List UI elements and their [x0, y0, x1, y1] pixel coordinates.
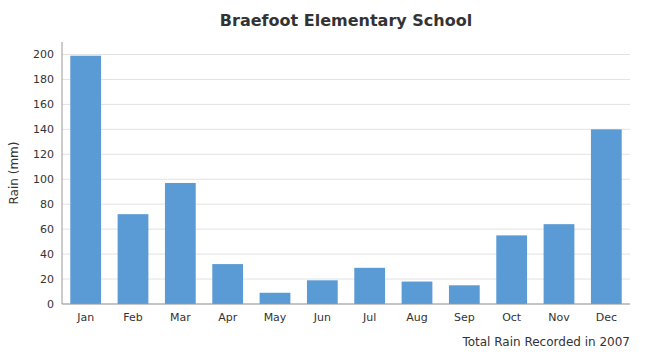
- y-tick-labels: 0 20 40 60 80 100 120 140 160 180 200: [33, 48, 54, 311]
- bars: [70, 56, 621, 304]
- grid-line: [62, 54, 630, 55]
- bar: [307, 280, 338, 304]
- x-tick-label: Jun: [313, 311, 331, 324]
- x-tick-label: Mar: [170, 311, 191, 324]
- y-axis-line: [62, 42, 63, 304]
- x-tick-label: Aug: [406, 311, 427, 324]
- x-tick-labels: Jan Feb Mar Apr May Jun Jul Aug Sep Oct Nov Dec: [76, 311, 617, 324]
- y-tick-label: 20: [40, 273, 54, 286]
- y-tick-label: 180: [33, 73, 54, 86]
- x-tick-label: Jul: [362, 311, 376, 324]
- bar: [449, 285, 480, 304]
- grid-line: [62, 129, 630, 130]
- bar: [544, 224, 575, 304]
- title: Braefoot Elementary School: [220, 11, 472, 30]
- x-tick-label: Sep: [454, 311, 475, 324]
- y-tick-label: 0: [47, 298, 54, 311]
- bar: [496, 235, 527, 304]
- x-tick-label: Jan: [76, 311, 94, 324]
- x-tick-label: Nov: [548, 311, 570, 324]
- x-axis-line: [62, 304, 630, 305]
- y-axis-label: Rain (mm): [7, 142, 21, 205]
- bar: [591, 129, 622, 304]
- y-tick-label: 100: [33, 173, 54, 186]
- grid-line: [62, 154, 630, 155]
- bar: [402, 282, 433, 304]
- y-tick-label: 120: [33, 148, 54, 161]
- grid-line: [62, 79, 630, 80]
- x-tick-label: Oct: [502, 311, 522, 324]
- y-grid: [62, 54, 630, 304]
- y-tick-label: 200: [33, 48, 54, 61]
- y-tick-label: 40: [40, 248, 54, 261]
- grid-line: [62, 104, 630, 105]
- x-tick-label: Feb: [123, 311, 142, 324]
- bar: [354, 268, 385, 304]
- chart: 0 20 40 60 80 100 120 140 160 180 200 Jan Feb Mar Apr M…: [0, 0, 650, 360]
- x-tick-label: Apr: [218, 311, 238, 324]
- grid-line: [62, 204, 630, 205]
- x-axis-label: Total Rain Recorded in 2007: [461, 335, 630, 349]
- grid-line: [62, 304, 630, 305]
- x-tick-label: Dec: [596, 311, 617, 324]
- bar: [165, 183, 196, 304]
- bar: [260, 293, 291, 304]
- y-tick-label: 160: [33, 98, 54, 111]
- grid-line: [62, 179, 630, 180]
- bar: [212, 264, 243, 304]
- y-tick-label: 60: [40, 223, 54, 236]
- x-tick-label: May: [264, 311, 287, 324]
- y-tick-label: 140: [33, 123, 54, 136]
- bar: [118, 214, 149, 304]
- bar: [70, 56, 101, 304]
- y-tick-label: 80: [40, 198, 54, 211]
